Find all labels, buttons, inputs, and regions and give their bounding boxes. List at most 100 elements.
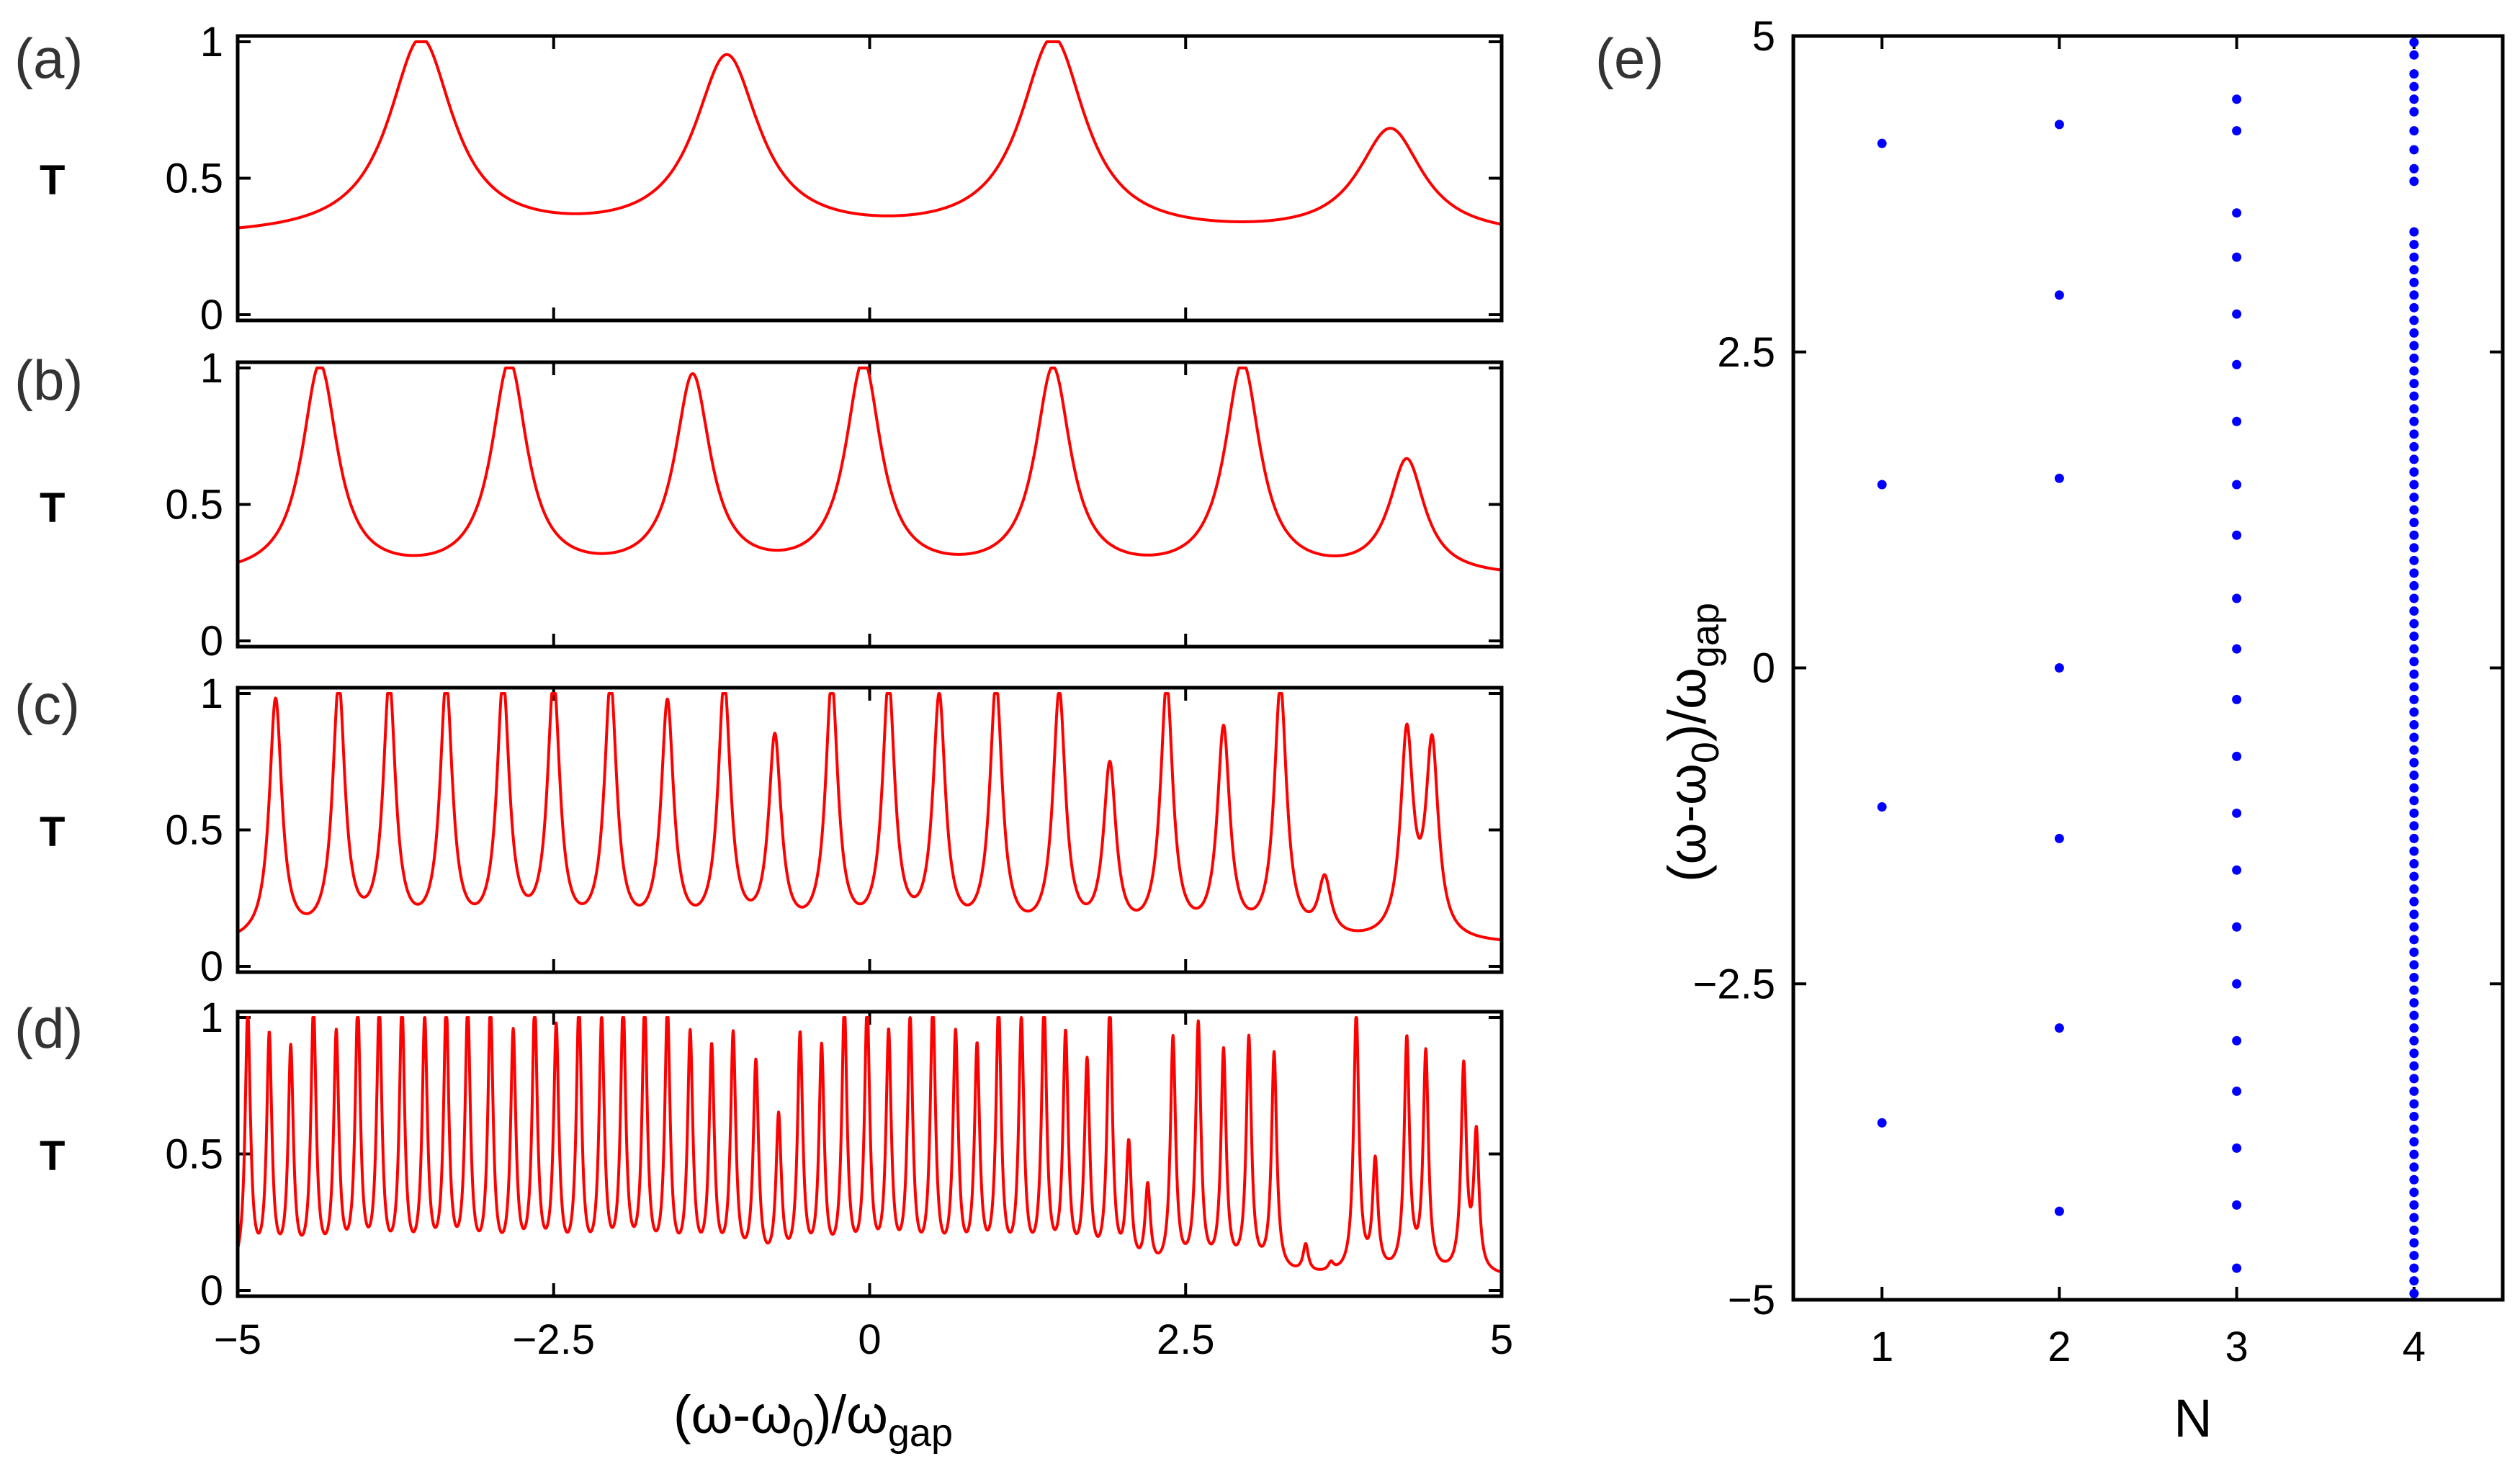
point-n4-92: [2409, 1263, 2419, 1273]
point-n4-87: [2409, 1200, 2419, 1210]
point-n3-19: [2232, 1143, 2242, 1153]
point-n4-14: [2409, 277, 2419, 287]
point-n4-47: [2409, 694, 2419, 704]
point-n4-16: [2409, 302, 2419, 313]
curve-a: [236, 40, 1503, 230]
xtick-label-d-1: −2.5: [513, 1316, 596, 1363]
point-n4-17: [2409, 315, 2419, 325]
point-n4-24: [2409, 404, 2419, 414]
ytick-label-e-4: 5: [1752, 13, 1775, 60]
panel-label-d: (d): [14, 997, 83, 1060]
point-n4-90: [2409, 1238, 2419, 1248]
point-n2-2: [2054, 473, 2064, 483]
point-n4-42: [2409, 632, 2419, 642]
ytick-label-d-2: 1: [200, 994, 223, 1041]
point-n4-85: [2409, 1174, 2419, 1185]
ytick-label-c-0: 0: [200, 943, 223, 990]
ylabel-a: T: [40, 157, 65, 204]
curve-c: [236, 692, 1503, 942]
point-n4-59: [2409, 846, 2419, 856]
ylabel-c: T: [40, 809, 65, 855]
point-n4-26: [2409, 429, 2419, 439]
point-n3-11: [2232, 694, 2242, 704]
point-n3-7: [2232, 480, 2242, 490]
ytick-label-b-1: 0.5: [165, 482, 223, 529]
point-n4-53: [2409, 771, 2419, 781]
point-n3-16: [2232, 979, 2242, 989]
point-n4-71: [2409, 998, 2419, 1008]
point-n4-52: [2409, 758, 2419, 768]
point-n3-0: [2232, 94, 2242, 104]
point-n3-20: [2232, 1200, 2242, 1210]
point-n3-5: [2232, 359, 2242, 369]
point-n3-2: [2232, 208, 2242, 218]
axis-ticks-e: 1 2 3 4 −5 −2.5 0 2.5 5: [1693, 13, 2503, 1370]
xtick-label-d-4: 5: [1490, 1316, 1513, 1363]
point-n4-25: [2409, 416, 2419, 426]
point-n4-15: [2409, 290, 2419, 300]
point-n4-39: [2409, 593, 2419, 603]
curve-b: [236, 367, 1503, 572]
point-n4-51: [2409, 745, 2419, 755]
point-n4-61: [2409, 871, 2419, 881]
point-n4-8: [2409, 163, 2419, 174]
xlabel-d-sub1: gap: [888, 1411, 953, 1455]
point-n4-28: [2409, 454, 2419, 464]
xtick-label-d-0: −5: [214, 1316, 261, 1363]
point-n3-9: [2232, 593, 2242, 603]
point-n1-3: [1877, 1118, 1887, 1128]
point-n4-74: [2409, 1036, 2419, 1046]
point-n4-35: [2409, 543, 2419, 553]
point-n4-49: [2409, 719, 2419, 729]
point-n4-84: [2409, 1162, 2419, 1172]
point-n3-1: [2232, 126, 2242, 136]
ytick-label-d-1: 0.5: [165, 1131, 223, 1178]
point-n4-9: [2409, 176, 2419, 187]
curve-d: [236, 1016, 1503, 1274]
panel-label-b: (b): [14, 349, 83, 412]
xlabel-e: N: [2174, 1388, 2212, 1448]
ytick-label-b-0: 0: [200, 618, 223, 665]
point-n3-18: [2232, 1086, 2242, 1096]
point-n4-46: [2409, 682, 2419, 692]
point-n3-14: [2232, 865, 2242, 875]
point-n4-75: [2409, 1048, 2419, 1059]
xtick-label-e-0: 1: [1870, 1324, 1893, 1370]
point-n4-57: [2409, 821, 2419, 831]
point-n4-94: [2409, 1288, 2419, 1298]
point-n4-62: [2409, 884, 2419, 894]
panel-label-c: (c): [14, 673, 80, 736]
point-n4-54: [2409, 783, 2419, 793]
panel-e: (e) 1 2 3 4−5−2.502.55 N (ω-ω0)/ωgap: [1595, 13, 2505, 1448]
xtick-label-d-3: 2.5: [1157, 1316, 1215, 1363]
point-n4-31: [2409, 493, 2419, 503]
point-n4-63: [2409, 897, 2419, 907]
point-n4-68: [2409, 960, 2419, 970]
xlabel-d-part1: (ω-ω: [673, 1385, 792, 1445]
point-n4-23: [2409, 391, 2419, 401]
point-n3-3: [2232, 252, 2242, 262]
point-n4-88: [2409, 1213, 2419, 1223]
plot-frame-a: [236, 34, 1504, 323]
point-n4-81: [2409, 1124, 2419, 1134]
point-n1-2: [1877, 802, 1887, 812]
point-n4-4: [2409, 94, 2419, 104]
point-n4-93: [2409, 1276, 2419, 1286]
xlabel-d-sub0: 0: [792, 1411, 814, 1455]
point-n4-37: [2409, 568, 2419, 578]
ytick-label-a-2: 1: [200, 19, 223, 66]
point-n4-48: [2409, 707, 2419, 717]
point-n4-86: [2409, 1187, 2419, 1198]
point-n4-44: [2409, 657, 2419, 667]
ytick-label-a-0: 0: [200, 292, 223, 338]
point-n4-55: [2409, 796, 2419, 806]
point-n4-10: [2409, 227, 2419, 237]
panel-a: (a) T 00.51: [14, 19, 1504, 338]
ylabel-e-part1: (ω-ω: [1657, 763, 1717, 882]
point-n4-19: [2409, 341, 2419, 351]
point-n4-64: [2409, 909, 2419, 920]
point-n4-66: [2409, 935, 2419, 945]
point-n1-1: [1877, 480, 1887, 490]
point-n2-4: [2054, 833, 2064, 843]
